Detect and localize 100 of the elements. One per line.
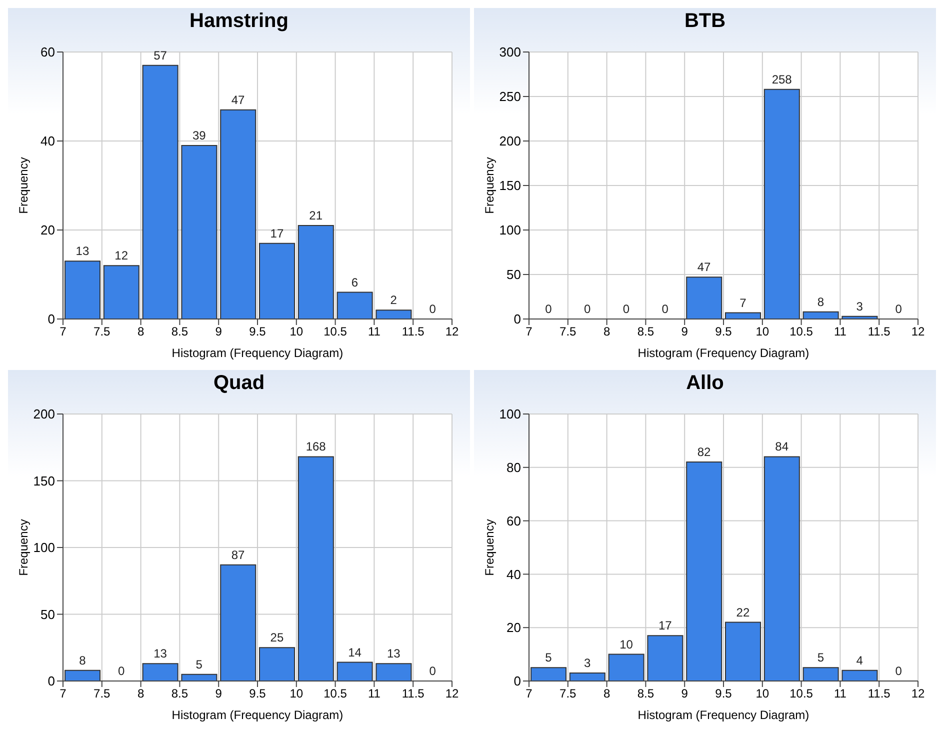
x-tick-label: 7 bbox=[60, 686, 67, 701]
x-tick-label: 11 bbox=[834, 324, 847, 339]
data-label: 13 bbox=[386, 646, 401, 661]
data-label: 47 bbox=[231, 92, 246, 107]
y-tick-label: 0 bbox=[48, 674, 55, 689]
x-tick-label: 10 bbox=[290, 686, 304, 701]
data-label: 0 bbox=[662, 302, 669, 316]
x-tick-label: 8.5 bbox=[171, 324, 188, 339]
y-axis-title: Frequency bbox=[482, 519, 496, 576]
data-label: 22 bbox=[736, 605, 750, 620]
x-tick-label: 10.5 bbox=[324, 686, 348, 701]
y-tick-label: 40 bbox=[40, 134, 55, 149]
data-label: 5 bbox=[196, 657, 203, 672]
x-tick-label: 11 bbox=[834, 686, 847, 701]
x-tick-label: 8 bbox=[137, 686, 144, 701]
data-label: 14 bbox=[348, 645, 362, 660]
chart-title: BTB bbox=[683, 9, 727, 34]
x-tick-label: 7.5 bbox=[94, 686, 111, 701]
x-tick-label: 8 bbox=[603, 686, 610, 701]
y-tick-label: 300 bbox=[499, 44, 521, 60]
y-tick-label: 100 bbox=[499, 222, 521, 238]
x-tick-label: 12 bbox=[445, 324, 459, 339]
x-tick-label: 9.5 bbox=[715, 686, 732, 701]
y-tick-label: 100 bbox=[33, 540, 55, 556]
x-tick-label: 10.5 bbox=[790, 686, 814, 701]
x-tick-label: 8 bbox=[137, 324, 144, 339]
x-tick-label: 11.5 bbox=[402, 324, 425, 339]
y-tick-label: 50 bbox=[506, 267, 521, 282]
y-axis-title: Frequency bbox=[16, 519, 30, 576]
y-tick-label: 50 bbox=[40, 606, 55, 622]
y-tick-label: 20 bbox=[506, 620, 521, 636]
data-label: 5 bbox=[817, 650, 824, 665]
y-tick-label: 0 bbox=[514, 674, 521, 689]
data-label: 57 bbox=[154, 48, 168, 62]
x-axis-title: Histogram (Frequency Diagram) bbox=[638, 708, 810, 722]
x-tick-label: 11 bbox=[368, 686, 381, 701]
x-tick-label: 11.5 bbox=[868, 324, 891, 339]
x-tick-label: 7 bbox=[526, 324, 533, 339]
data-label: 0 bbox=[429, 664, 436, 678]
x-tick-label: 10.5 bbox=[790, 324, 814, 339]
data-label: 17 bbox=[270, 226, 284, 240]
x-tick-label: 12 bbox=[911, 324, 925, 339]
x-tick-label: 9 bbox=[215, 324, 222, 339]
x-tick-label: 11.5 bbox=[868, 686, 891, 701]
data-label: 13 bbox=[154, 646, 168, 661]
chart-title: Allo bbox=[685, 371, 725, 396]
data-label: 21 bbox=[309, 208, 323, 223]
x-tick-label: 11.5 bbox=[402, 686, 425, 701]
y-tick-label: 200 bbox=[33, 406, 55, 422]
data-label: 8 bbox=[817, 294, 824, 309]
x-tick-label: 8.5 bbox=[171, 686, 188, 701]
y-tick-label: 150 bbox=[499, 178, 521, 194]
y-tick-label: 200 bbox=[499, 134, 521, 149]
data-label: 0 bbox=[622, 302, 630, 316]
data-label: 4 bbox=[856, 653, 864, 668]
x-tick-label: 10 bbox=[290, 324, 304, 339]
data-label: 7 bbox=[740, 296, 747, 310]
data-label: 5 bbox=[545, 650, 552, 665]
data-label: 8 bbox=[79, 653, 86, 668]
x-tick-label: 11 bbox=[368, 324, 381, 339]
chart-title: Quad bbox=[212, 371, 266, 396]
data-label: 0 bbox=[118, 664, 126, 678]
x-tick-label: 8.5 bbox=[637, 324, 654, 339]
x-tick-label: 8 bbox=[603, 324, 610, 339]
x-tick-label: 12 bbox=[911, 686, 925, 701]
y-tick-label: 60 bbox=[40, 44, 55, 60]
y-axis-title: Frequency bbox=[482, 157, 496, 214]
y-tick-label: 80 bbox=[506, 460, 521, 476]
data-label: 0 bbox=[895, 302, 902, 316]
y-tick-label: 60 bbox=[506, 513, 521, 528]
data-label: 12 bbox=[114, 248, 128, 263]
x-axis-title: Histogram (Frequency Diagram) bbox=[638, 346, 810, 360]
y-tick-label: 100 bbox=[499, 406, 521, 422]
x-tick-label: 10 bbox=[756, 686, 770, 701]
x-tick-label: 9 bbox=[681, 686, 688, 701]
x-tick-label: 7 bbox=[60, 324, 67, 339]
x-axis-title: Histogram (Frequency Diagram) bbox=[172, 346, 344, 360]
data-label: 2 bbox=[390, 293, 398, 308]
x-tick-label: 10 bbox=[756, 324, 770, 339]
x-tick-label: 9.5 bbox=[715, 324, 732, 339]
data-label: 17 bbox=[658, 618, 672, 633]
data-label: 0 bbox=[584, 302, 592, 316]
x-tick-label: 9.5 bbox=[249, 686, 266, 701]
x-tick-label: 7.5 bbox=[560, 324, 577, 339]
x-tick-label: 8.5 bbox=[637, 686, 654, 701]
data-label: 47 bbox=[697, 260, 712, 274]
data-label: 168 bbox=[306, 440, 326, 454]
x-tick-label: 9 bbox=[215, 686, 222, 701]
data-label: 3 bbox=[856, 299, 864, 314]
x-tick-label: 9 bbox=[681, 324, 688, 339]
data-label: 39 bbox=[192, 128, 206, 142]
data-label: 84 bbox=[775, 440, 789, 454]
x-tick-label: 10.5 bbox=[324, 324, 348, 339]
data-label: 258 bbox=[772, 72, 792, 86]
x-tick-label: 7 bbox=[526, 686, 533, 701]
data-label: 6 bbox=[351, 275, 358, 290]
data-label: 0 bbox=[895, 664, 902, 678]
y-tick-label: 0 bbox=[48, 312, 55, 327]
data-label: 82 bbox=[697, 445, 712, 460]
x-tick-label: 12 bbox=[445, 686, 459, 701]
